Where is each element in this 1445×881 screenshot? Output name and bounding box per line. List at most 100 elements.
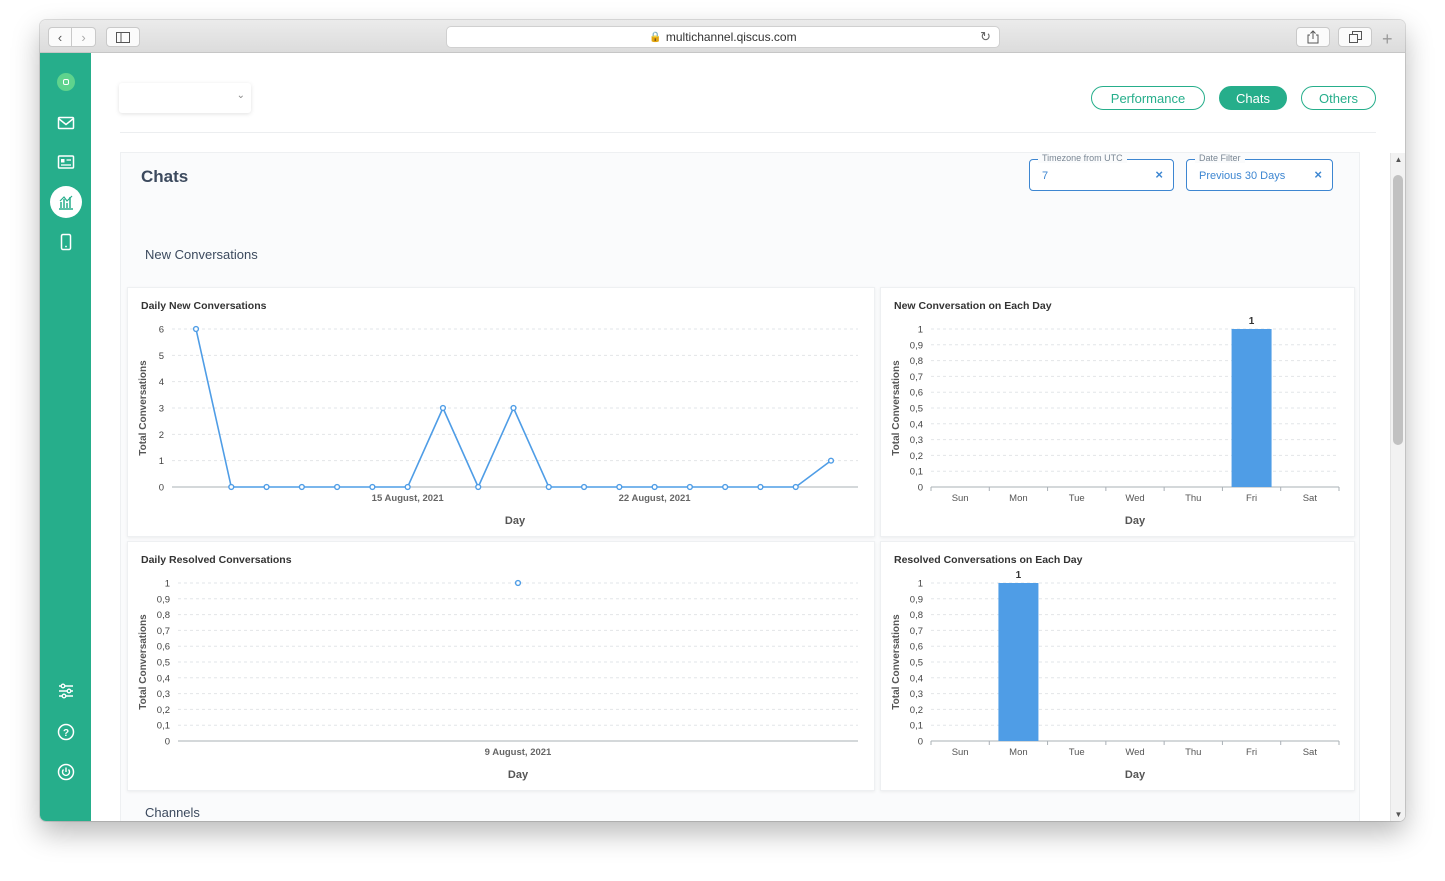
tabs-overview-icon[interactable] xyxy=(1338,27,1372,47)
y-tick-label: 1 xyxy=(918,579,923,590)
x-tick-label: Sat xyxy=(1303,747,1318,758)
y-axis-label: Total Conversations xyxy=(891,614,902,710)
chart-card-resolved-by-weekday: Resolved Conversations on Each Day 0 0,1 0… xyxy=(880,541,1355,791)
x-tick-label: Thu xyxy=(1185,493,1201,504)
share-icon[interactable] xyxy=(1296,27,1330,47)
y-tick-label: 0,3 xyxy=(910,689,923,700)
y-tick-label: 0,6 xyxy=(910,388,923,399)
y-axis-label: Total Conversations xyxy=(138,614,149,710)
main-content: ⌄ Performance Chats Others Chats Timezon… xyxy=(91,53,1405,821)
new-tab-icon[interactable]: + xyxy=(1382,29,1393,49)
x-axis-label: Day xyxy=(1125,769,1146,781)
y-tick-label: 1 xyxy=(918,325,923,336)
y-tick-label: 0,6 xyxy=(157,642,170,653)
y-tick-label: 0,2 xyxy=(157,705,170,716)
browser-toolbar: ‹ › 🔒 multichannel.qiscus.com ↻ + xyxy=(40,20,1405,53)
x-tick-label: Wed xyxy=(1125,493,1144,504)
y-tick-label: 1 xyxy=(165,579,170,590)
y-tick-label: 2 xyxy=(159,430,164,441)
y-tick-label: 0,4 xyxy=(157,673,170,684)
data-point xyxy=(580,483,588,491)
reload-icon[interactable]: ↻ xyxy=(980,29,991,44)
scroll-down-icon[interactable]: ▼ xyxy=(1394,810,1403,819)
data-point xyxy=(369,483,376,491)
timezone-filter-label: Timezone from UTC xyxy=(1038,153,1127,163)
sidebar-toggle-icon[interactable] xyxy=(106,27,140,47)
address-bar[interactable]: 🔒 multichannel.qiscus.com ↻ xyxy=(446,26,1000,48)
data-point xyxy=(827,457,835,464)
x-tick-label: Thu xyxy=(1185,747,1201,758)
y-tick-label: 0,1 xyxy=(157,721,170,732)
y-tick-label: 4 xyxy=(159,377,164,388)
data-label: 1 xyxy=(1249,316,1255,327)
chart-card-daily-new: Daily New Conversations 0 1 2 3 4 5 6 Total Con… xyxy=(127,287,875,537)
y-tick-label: 0,1 xyxy=(910,467,923,478)
inbox-icon[interactable] xyxy=(40,113,91,133)
x-tick-label: Sun xyxy=(952,493,969,504)
y-tick-label: 0 xyxy=(159,483,164,494)
scroll-thumb[interactable] xyxy=(1393,175,1403,445)
timezone-clear-icon[interactable]: × xyxy=(1155,167,1163,182)
tab-others[interactable]: Others xyxy=(1301,86,1376,110)
contacts-icon[interactable] xyxy=(40,152,91,172)
timezone-filter[interactable]: Timezone from UTC 7 × xyxy=(1029,153,1174,191)
data-point xyxy=(792,483,799,491)
scroll-up-icon[interactable]: ▲ xyxy=(1394,155,1403,164)
chart-title: Daily Resolved Conversations xyxy=(141,554,292,566)
y-tick-label: 0,8 xyxy=(910,610,923,621)
y-tick-label: 0,1 xyxy=(910,721,923,732)
x-tick-label: Tue xyxy=(1069,747,1085,758)
y-tick-label: 1 xyxy=(159,456,164,467)
y-tick-label: 0,2 xyxy=(910,451,923,462)
x-axis-label: Day xyxy=(1125,515,1146,527)
help-icon[interactable]: ? xyxy=(40,722,91,742)
timezone-filter-value: 7 xyxy=(1042,170,1049,182)
x-tick-label: Tue xyxy=(1069,493,1085,504)
data-point xyxy=(404,483,411,491)
x-tick-label: Mon xyxy=(1009,747,1027,758)
forward-icon[interactable]: › xyxy=(72,27,96,47)
page-scrollbar[interactable]: ▲ ▼ xyxy=(1390,153,1405,821)
x-tick-label: 15 August, 2021 xyxy=(372,493,445,504)
y-tick-label: 0,4 xyxy=(910,673,923,684)
section-new-conversations: New Conversations xyxy=(145,247,258,262)
app-logo-icon[interactable] xyxy=(40,72,91,92)
back-icon[interactable]: ‹ xyxy=(48,27,72,47)
analytics-icon[interactable] xyxy=(50,186,82,218)
bar xyxy=(998,583,1039,741)
url-text: multichannel.qiscus.com xyxy=(665,30,797,44)
y-tick-label: 0,8 xyxy=(910,356,923,367)
y-tick-label: 0,9 xyxy=(157,594,170,605)
y-tick-label: 3 xyxy=(159,404,164,415)
x-tick-label: Fri xyxy=(1246,493,1257,504)
sidebar: ? xyxy=(40,53,91,821)
chart-title: Daily New Conversations xyxy=(141,300,267,312)
chevron-down-icon: ⌄ xyxy=(236,90,245,101)
new-by-weekday-chart: 0 0,1 0,2 0,3 0,4 0,5 0,6 0,7 0,8 0,9 1 Total Conve… xyxy=(891,316,1340,527)
mobile-icon[interactable] xyxy=(40,232,91,252)
x-tick-label: Sun xyxy=(952,747,969,758)
daily-new-chart: 0 1 2 3 4 5 6 Total Conversations Day 15 August, … xyxy=(138,325,858,527)
daily-resolved-chart: 0 0,1 0,2 0,3 0,4 0,5 0,6 0,7 0,8 0,9 1 Total Conve… xyxy=(138,579,858,781)
data-point xyxy=(439,404,447,412)
y-axis-label: Total Conversations xyxy=(891,360,902,456)
date-filter[interactable]: Date Filter Previous 30 Days × xyxy=(1186,153,1333,191)
chart-card-daily-resolved: Daily Resolved Conversations 0 0,1 0,2 0,3 0… xyxy=(127,541,875,791)
y-tick-label: 6 xyxy=(159,325,164,336)
account-select[interactable]: ⌄ xyxy=(119,83,251,113)
chart-title: New Conversation on Each Day xyxy=(894,300,1052,312)
x-axis-label: Day xyxy=(505,515,526,527)
date-clear-icon[interactable]: × xyxy=(1314,167,1322,182)
page-title: Chats xyxy=(141,167,189,186)
y-tick-label: 0,9 xyxy=(910,594,923,605)
y-tick-label: 0,2 xyxy=(910,705,923,716)
tab-performance[interactable]: Performance xyxy=(1091,86,1205,110)
data-point xyxy=(514,579,522,587)
data-point xyxy=(298,483,305,491)
data-point xyxy=(263,483,270,491)
tab-chats[interactable]: Chats xyxy=(1219,86,1287,110)
power-icon[interactable] xyxy=(40,762,91,782)
y-tick-label: 0,9 xyxy=(910,340,923,351)
data-point xyxy=(545,483,552,491)
settings-sliders-icon[interactable] xyxy=(40,681,91,701)
